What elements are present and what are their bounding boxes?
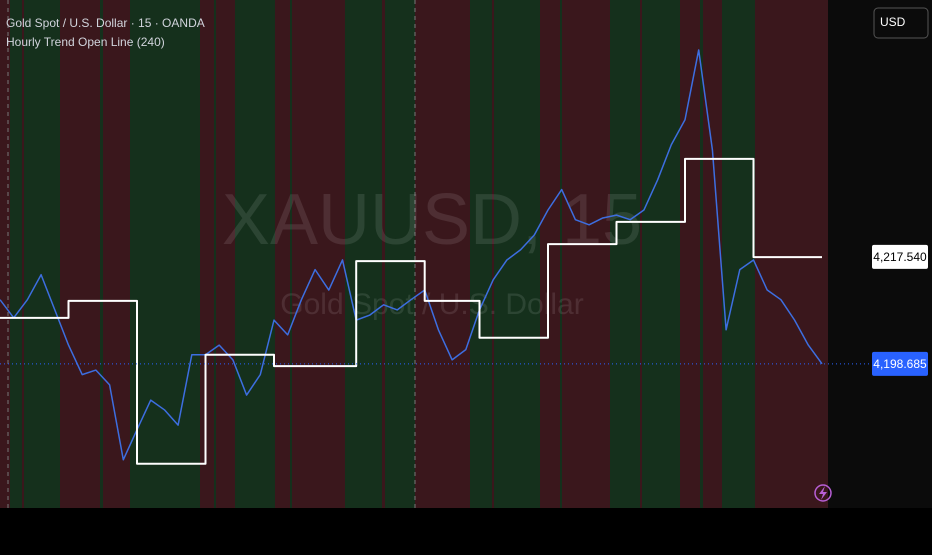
- currency-label[interactable]: USD: [880, 15, 906, 29]
- trend-band: [722, 0, 755, 508]
- trend-band: [275, 0, 345, 508]
- trend-band: [345, 0, 415, 508]
- trend-band: [130, 0, 200, 508]
- price-line: [0, 157, 822, 465]
- trend-band: [755, 0, 828, 508]
- trend-band: [560, 0, 562, 508]
- trend-band: [0, 0, 10, 508]
- trend-band: [540, 0, 610, 508]
- currency-button[interactable]: [873, 7, 929, 39]
- indicator-title: Hourly Trend Open Line (240): [6, 35, 165, 49]
- trend-band: [214, 0, 216, 508]
- trend-band: [290, 0, 292, 508]
- price-label-box: [872, 351, 928, 376]
- plot: [0, 49, 872, 465]
- alert-icon[interactable]: [814, 484, 832, 502]
- trend-bands: [0, 0, 828, 508]
- trend-band: [60, 0, 130, 508]
- trend-band: [100, 0, 103, 508]
- trend-band: [415, 0, 470, 508]
- chart-title: Gold Spot / U.S. Dollar · 15 · OANDA: [6, 16, 205, 30]
- watermark: XAUUSD, 15: [222, 180, 642, 260]
- bottom-bar: [0, 508, 932, 550]
- trend-band: [492, 0, 494, 508]
- watermark-subtitle: Gold Spot / U.S. Dollar: [280, 288, 583, 321]
- trend-band: [382, 0, 385, 508]
- trend-band: [10, 0, 60, 508]
- trend-band: [235, 0, 275, 508]
- alert-bolt: [819, 486, 827, 500]
- trend-band: [470, 0, 540, 508]
- price-label: 4,217.540: [873, 250, 927, 264]
- price-label-box: [872, 244, 928, 269]
- trend-band: [700, 0, 703, 508]
- price-label: 4,198.685: [873, 357, 927, 371]
- trend-band: [610, 0, 680, 508]
- trend-band: [22, 0, 24, 508]
- trend-band: [640, 0, 642, 508]
